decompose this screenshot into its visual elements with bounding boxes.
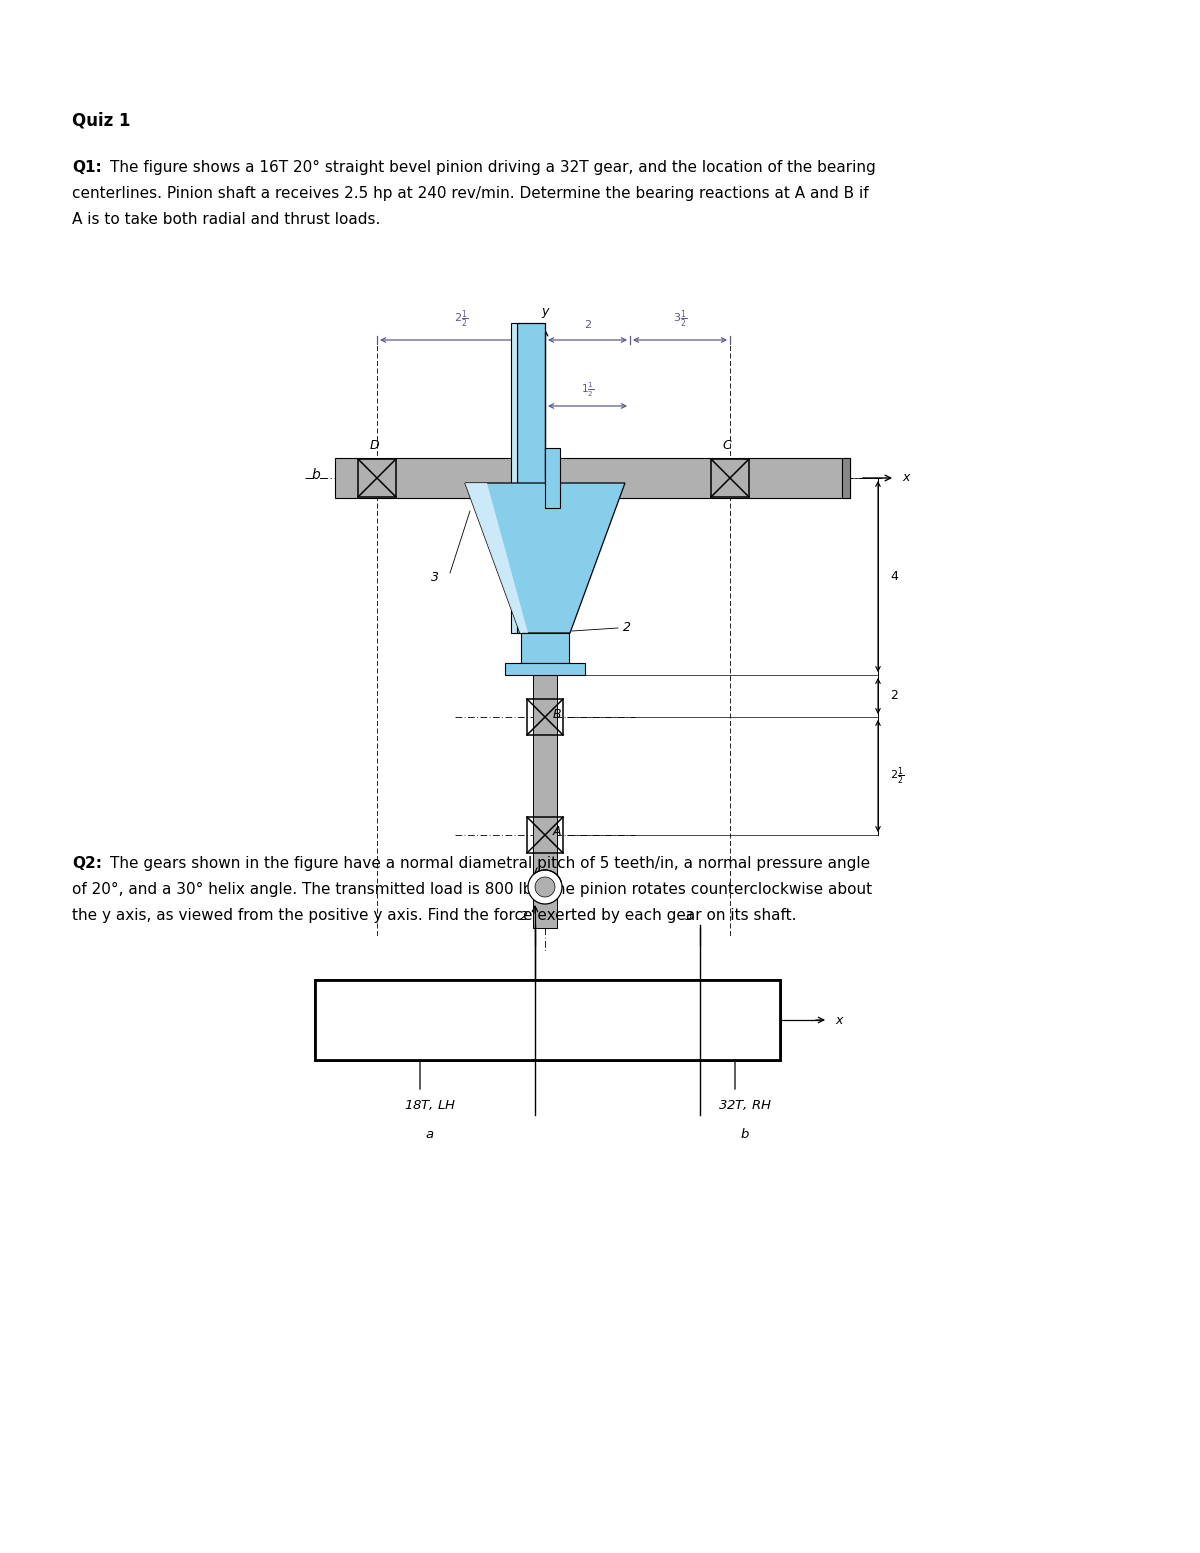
Bar bbox=[314, 980, 780, 1061]
Text: 18$T$, LH: 18$T$, LH bbox=[404, 1098, 456, 1112]
Text: 4: 4 bbox=[890, 570, 898, 582]
Text: O: O bbox=[554, 488, 565, 502]
Text: 2: 2 bbox=[623, 621, 631, 635]
Bar bbox=[505, 663, 586, 676]
Bar bbox=[527, 817, 563, 853]
Text: B: B bbox=[553, 708, 562, 721]
Text: The gears shown in the figure have a normal diametral pitch of 5 teeth/in, a nor: The gears shown in the figure have a nor… bbox=[110, 856, 870, 871]
Bar bbox=[533, 478, 557, 929]
Text: Q1:: Q1: bbox=[72, 160, 102, 175]
Text: a: a bbox=[426, 1127, 434, 1141]
Text: y: y bbox=[541, 304, 548, 318]
Text: 3: 3 bbox=[431, 572, 439, 584]
Text: the y axis, as viewed from the positive y axis. Find the force exerted by each g: the y axis, as viewed from the positive … bbox=[72, 909, 797, 922]
Text: Quiz 1: Quiz 1 bbox=[72, 112, 131, 130]
Text: $2\frac{1}{2}$: $2\frac{1}{2}$ bbox=[454, 309, 468, 329]
Text: D: D bbox=[370, 439, 379, 452]
Text: The figure shows a 16T 20° straight bevel pinion driving a 32T gear, and the loc: The figure shows a 16T 20° straight beve… bbox=[110, 160, 876, 175]
Text: y: y bbox=[532, 879, 539, 891]
Bar bbox=[517, 323, 545, 634]
Text: A is to take both radial and thrust loads.: A is to take both radial and thrust load… bbox=[72, 213, 380, 227]
Text: a: a bbox=[570, 562, 577, 575]
Text: $1\frac{1}{2}$: $1\frac{1}{2}$ bbox=[581, 380, 594, 399]
Text: 32$T$, RH: 32$T$, RH bbox=[718, 1098, 772, 1112]
Text: $2$: $2$ bbox=[583, 318, 592, 329]
Bar bbox=[545, 447, 560, 508]
Bar bbox=[710, 460, 749, 497]
Text: centerlines. Pinion shaft a receives 2.5 hp at 240 rev/min. Determine the bearin: centerlines. Pinion shaft a receives 2.5… bbox=[72, 186, 869, 200]
Bar bbox=[842, 458, 850, 499]
Text: b: b bbox=[311, 467, 320, 481]
Bar bbox=[358, 460, 396, 497]
Bar bbox=[521, 634, 569, 663]
Text: $2\frac{1}{2}$: $2\frac{1}{2}$ bbox=[890, 766, 904, 787]
Polygon shape bbox=[466, 483, 625, 634]
Text: $3\frac{1}{2}$: $3\frac{1}{2}$ bbox=[673, 309, 688, 329]
Bar bbox=[527, 699, 563, 735]
Text: x: x bbox=[902, 472, 910, 485]
Text: b: b bbox=[740, 1127, 749, 1141]
Text: A: A bbox=[553, 826, 562, 839]
Bar bbox=[511, 323, 517, 634]
Bar bbox=[335, 458, 850, 499]
Text: x: x bbox=[835, 1014, 842, 1028]
Polygon shape bbox=[466, 483, 528, 634]
Text: 2: 2 bbox=[520, 910, 528, 922]
Circle shape bbox=[535, 877, 554, 898]
Text: of 20°, and a 30° helix angle. The transmitted load is 800 lbf. The pinion rotat: of 20°, and a 30° helix angle. The trans… bbox=[72, 882, 872, 898]
Circle shape bbox=[528, 870, 562, 904]
Bar bbox=[314, 980, 780, 1061]
Text: 2: 2 bbox=[890, 690, 898, 702]
Text: Q2:: Q2: bbox=[72, 856, 102, 871]
Text: 3: 3 bbox=[685, 910, 694, 922]
Bar bbox=[314, 980, 780, 1061]
Text: C: C bbox=[722, 439, 731, 452]
